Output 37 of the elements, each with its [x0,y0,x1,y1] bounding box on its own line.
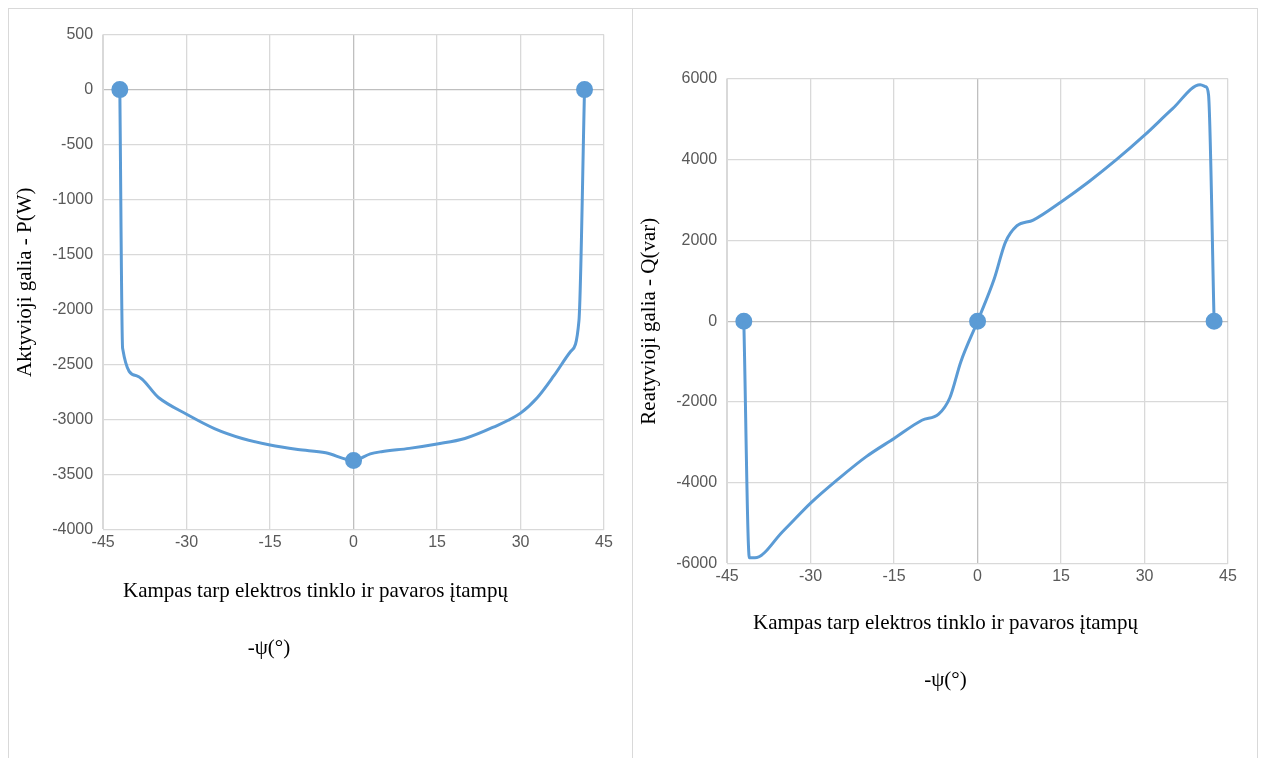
x-tick-label: -30 [799,566,823,584]
y-tick-label: 0 [84,80,94,98]
y-tick-label: 4000 [681,149,718,167]
y-tick-label: -3500 [52,465,94,483]
y-tick-label: 2000 [681,230,718,248]
y-tick-label: -500 [61,135,94,153]
x-tick-label: -30 [175,532,199,550]
x-tick-label: 0 [349,532,359,550]
x-tick-label: -15 [258,532,282,550]
x-axis-title: Kampas tarp elektros tinklo ir pavaros įtampų [123,577,509,604]
x-tick-label: 0 [973,566,983,584]
x-tick-label: -45 [91,532,115,550]
y-tick-label: -2500 [52,355,94,373]
text: -ψ(°) [246,635,292,660]
x-tick-label: 30 [511,532,530,550]
text: -ψ(°) [923,667,968,692]
y-tick-label: -4000 [52,520,94,538]
y-tick-label: -2000 [676,392,718,410]
y-axis-title: Reatyvioji galia - Q(var) [636,217,661,425]
y-tick-label: 0 [708,311,718,329]
x-axis-title: Kampas tarp elektros tinklo ir pavaros įtampų [752,609,1139,636]
y-tick-label: 6000 [681,69,718,87]
y-tick-label: -3000 [52,410,94,428]
x-tick-label: -45 [715,566,739,584]
y-tick-label: -6000 [676,554,718,572]
y-tick-label: -2000 [52,300,94,318]
y-tick-label: -1500 [52,245,94,263]
x-tick-label: 45 [595,532,613,550]
y-axis-title: Aktyvioji galia - P(W) [12,187,37,377]
y-tick-label: 500 [66,25,94,43]
x-tick-label: -15 [882,566,906,584]
x-tick-label: 45 [1219,566,1237,584]
x-tick-label: 15 [428,532,447,550]
x-tick-label: 30 [1135,566,1154,584]
y-tick-label: -4000 [676,473,718,491]
x-tick-label: 15 [1052,566,1071,584]
y-tick-label: -1000 [52,190,94,208]
